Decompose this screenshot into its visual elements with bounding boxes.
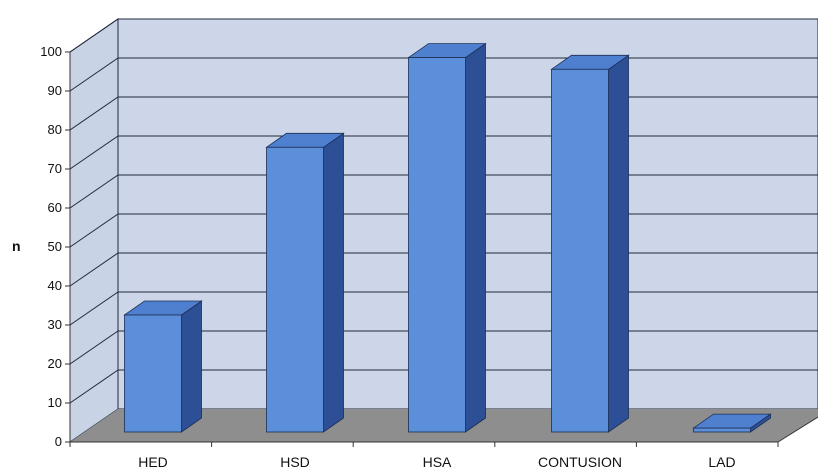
y-tick-label: 10	[48, 395, 62, 410]
bar-side	[608, 54, 629, 433]
y-tick-label: 40	[48, 278, 62, 293]
y-tick-label: 60	[48, 200, 62, 215]
bar-lad	[692, 413, 772, 433]
y-tick-label: 0	[55, 434, 62, 449]
floor-edge	[777, 416, 818, 443]
bar-side	[323, 132, 344, 433]
axes	[65, 51, 818, 447]
bar-contusion	[550, 54, 630, 433]
bar-front	[551, 68, 609, 433]
x-tick-label: HSD	[280, 454, 310, 470]
y-tick-label: 50	[48, 239, 62, 254]
x-tick-labels: HED HSD HSA CONTUSION LAD	[138, 454, 735, 470]
x-tick-label: HSA	[423, 454, 452, 470]
bars	[123, 42, 772, 433]
bar-side	[181, 300, 202, 433]
y-tick-labels: 0 10 20 30 40 50 60 70 80 90 100	[40, 44, 62, 449]
y-tick-label: 30	[48, 317, 62, 332]
y-tick-label: 90	[48, 83, 62, 98]
x-tick-label: LAD	[708, 454, 735, 470]
x-tick-label: HED	[138, 454, 168, 470]
bar-hsa	[407, 42, 487, 433]
bar-hed	[123, 300, 203, 433]
bar-front	[408, 57, 466, 433]
bar-front	[124, 314, 182, 433]
y-axis-label: n	[12, 238, 21, 254]
gridline	[69, 18, 818, 53]
x-tick-label: CONTUSION	[538, 454, 622, 470]
y-tick-label: 80	[48, 122, 62, 137]
bar-front	[266, 146, 324, 433]
bar-side	[465, 42, 486, 433]
bar-front	[693, 427, 751, 433]
y-tick-label: 70	[48, 161, 62, 176]
bar-hsd	[265, 132, 345, 433]
y-tick-label: 20	[48, 356, 62, 371]
y-tick-label: 100	[40, 44, 62, 59]
